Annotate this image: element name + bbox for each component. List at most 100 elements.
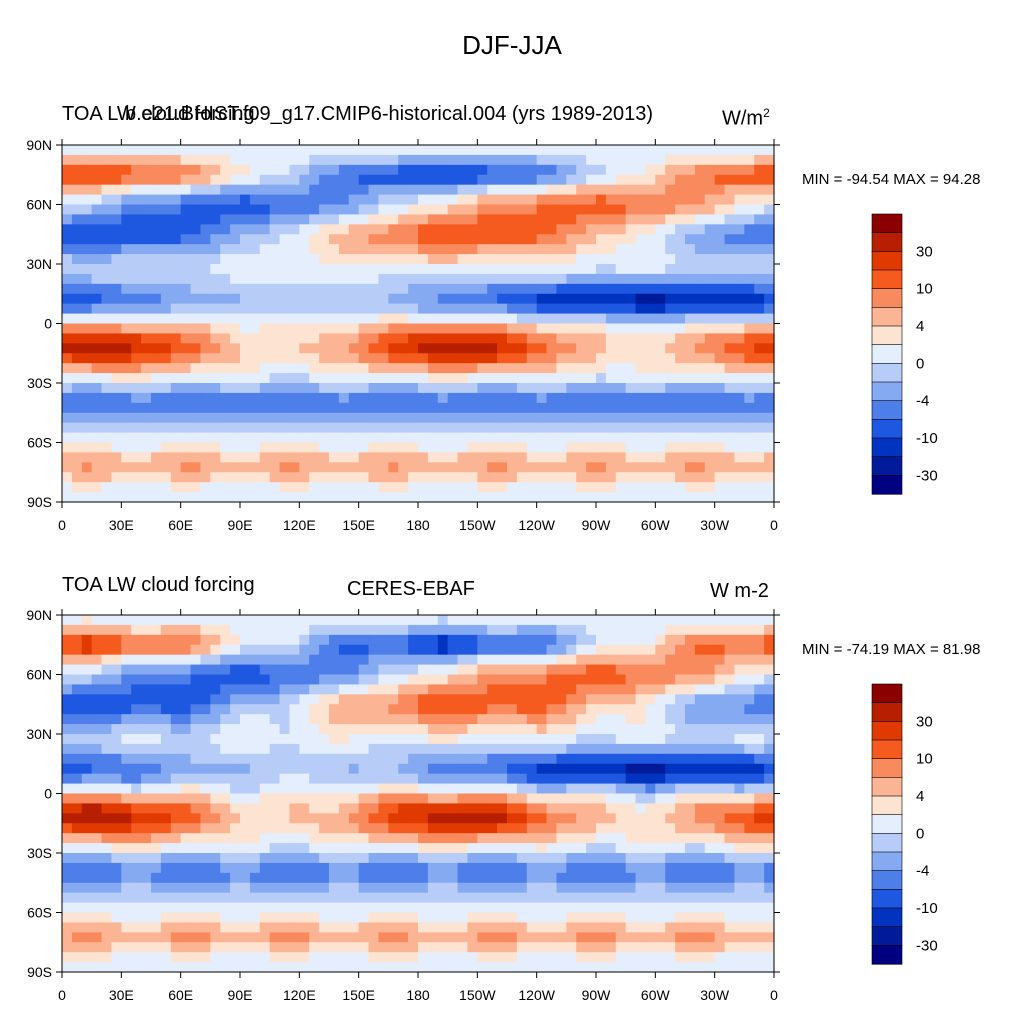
field-cell bbox=[358, 392, 370, 404]
field-cell bbox=[418, 753, 429, 765]
field-cell bbox=[546, 763, 558, 775]
field-cell bbox=[615, 823, 627, 834]
field-cell bbox=[586, 684, 597, 695]
field-cell bbox=[764, 773, 775, 785]
field-cell bbox=[279, 363, 291, 374]
field-cell bbox=[694, 684, 706, 695]
field-cell bbox=[566, 412, 577, 424]
field-cell bbox=[427, 442, 439, 454]
field-cell bbox=[704, 734, 716, 745]
field-cell bbox=[556, 422, 567, 434]
field-cell bbox=[190, 432, 202, 444]
field-cell bbox=[111, 624, 122, 636]
field-cell bbox=[220, 402, 231, 414]
field-cell bbox=[447, 412, 459, 424]
field-cell bbox=[625, 392, 637, 404]
field-cell bbox=[724, 244, 736, 255]
field-cell bbox=[764, 684, 775, 695]
field-cell bbox=[675, 892, 686, 904]
field-cell bbox=[289, 654, 300, 666]
field-cell bbox=[249, 853, 261, 864]
field-cell bbox=[576, 264, 587, 275]
field-cell bbox=[210, 634, 221, 646]
field-cell bbox=[556, 323, 567, 335]
field-cell bbox=[605, 412, 617, 424]
field-cell bbox=[141, 234, 152, 245]
field-cell bbox=[418, 432, 429, 444]
field-cell bbox=[596, 254, 607, 265]
field-cell bbox=[180, 145, 192, 156]
field-cell bbox=[724, 184, 736, 196]
field-cell bbox=[230, 293, 241, 305]
field-cell bbox=[556, 892, 567, 904]
field-cell bbox=[210, 922, 221, 933]
field-cell bbox=[269, 343, 281, 354]
field-cell bbox=[714, 422, 726, 434]
field-cell bbox=[368, 704, 380, 715]
field-cell bbox=[101, 204, 113, 216]
field-cell bbox=[368, 644, 380, 656]
field-cell bbox=[408, 174, 419, 186]
field-cell bbox=[477, 283, 488, 295]
field-cell bbox=[71, 714, 83, 725]
field-cell bbox=[764, 462, 775, 473]
field-cell bbox=[348, 724, 360, 735]
field-cell bbox=[457, 432, 469, 444]
colorbar-label: -30 bbox=[916, 467, 938, 484]
field-cell bbox=[378, 442, 389, 454]
field-cell bbox=[704, 892, 716, 904]
field-cell bbox=[635, 412, 647, 424]
field-cell bbox=[131, 214, 142, 225]
field-cell bbox=[586, 922, 597, 933]
field-cell bbox=[299, 912, 310, 924]
field-cell bbox=[81, 793, 93, 805]
field-cell bbox=[754, 872, 765, 884]
field-cell bbox=[507, 184, 518, 196]
field-cell bbox=[675, 482, 686, 493]
panel1-plot: 0 30E 60E 90E 120E 150E 180 150W 120W 90W 60W 30W 09… bbox=[26, 137, 937, 533]
field-cell bbox=[418, 773, 429, 785]
field-cell bbox=[170, 734, 182, 745]
field-cell bbox=[81, 422, 93, 434]
field-cell bbox=[358, 452, 370, 463]
field-cell bbox=[685, 273, 696, 285]
field-cell bbox=[160, 674, 172, 686]
field-cell bbox=[62, 442, 73, 454]
field-cell bbox=[230, 154, 241, 166]
field-cell bbox=[457, 724, 469, 735]
field-cell bbox=[764, 922, 775, 933]
field-cell bbox=[190, 833, 202, 844]
field-cell bbox=[497, 783, 508, 795]
field-cell bbox=[210, 402, 221, 414]
field-cell bbox=[437, 283, 449, 295]
field-cell bbox=[62, 363, 73, 374]
field-cell bbox=[121, 462, 132, 473]
field-cell bbox=[447, 753, 459, 765]
field-cell bbox=[329, 763, 340, 775]
field-cell bbox=[635, 615, 647, 626]
field-cell bbox=[576, 313, 587, 325]
field-cell bbox=[230, 833, 241, 844]
field-cell bbox=[694, 853, 706, 864]
field-cell bbox=[190, 343, 202, 354]
field-cell bbox=[526, 624, 538, 636]
field-cell bbox=[338, 204, 350, 216]
field-cell bbox=[368, 724, 380, 735]
field-cell bbox=[348, 763, 360, 775]
field-cell bbox=[516, 154, 528, 166]
field-cell bbox=[378, 392, 389, 404]
field-cell bbox=[497, 422, 508, 434]
field-cell bbox=[605, 654, 617, 666]
field-cell bbox=[180, 412, 192, 424]
field-cell bbox=[408, 392, 419, 404]
field-cell bbox=[556, 412, 567, 424]
field-cell bbox=[487, 902, 498, 914]
field-cell bbox=[724, 402, 736, 414]
field-cell bbox=[447, 184, 459, 196]
field-cell bbox=[724, 174, 736, 186]
field-cell bbox=[744, 273, 755, 285]
field-cell bbox=[556, 882, 567, 894]
field-cell bbox=[635, 254, 647, 265]
field-cell bbox=[685, 694, 696, 705]
